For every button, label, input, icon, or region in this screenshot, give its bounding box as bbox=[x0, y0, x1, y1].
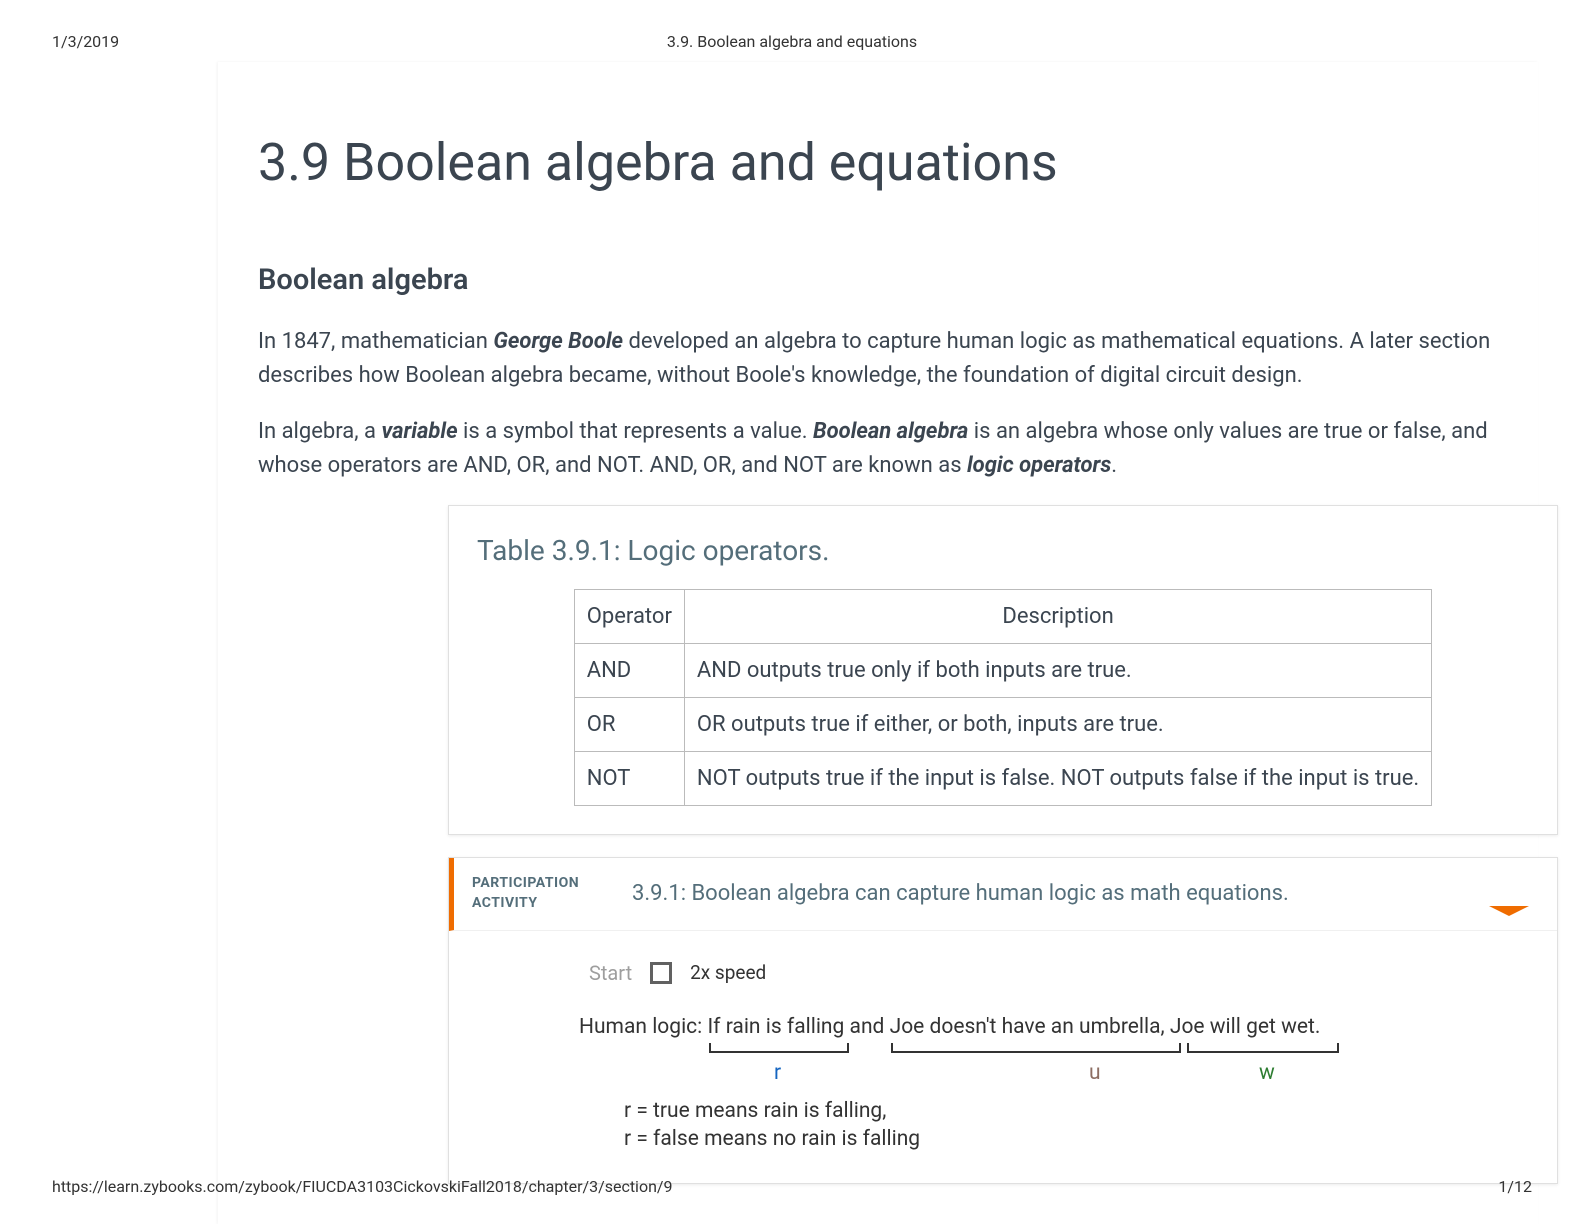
page-title: 3.9 Boolean algebra and equations bbox=[258, 132, 1498, 193]
speed-label: 2x speed bbox=[690, 961, 766, 984]
cell-description: OR outputs true if either, or both, inpu… bbox=[684, 698, 1431, 752]
table-row: OR OR outputs true if either, or both, i… bbox=[574, 698, 1431, 752]
print-doc-title: 3.9. Boolean algebra and equations bbox=[667, 32, 917, 51]
table-card: Table 3.9.1: Logic operators. Operator D… bbox=[448, 505, 1558, 835]
activity-label: PARTICIPATION ACTIVITY bbox=[472, 874, 602, 913]
logic-sentence: Human logic: If rain is falling and Joe … bbox=[579, 1015, 1517, 1039]
col-operator: Operator bbox=[574, 590, 684, 644]
content-card: 3.9 Boolean algebra and equations Boolea… bbox=[218, 62, 1538, 1224]
table-row: AND AND outputs true only if both inputs… bbox=[574, 644, 1431, 698]
text: ACTIVITY bbox=[472, 895, 538, 911]
cell-operator: AND bbox=[574, 644, 684, 698]
speed-checkbox[interactable] bbox=[650, 962, 672, 984]
activity-card: PARTICIPATION ACTIVITY 3.9.1: Boolean al… bbox=[448, 857, 1558, 1184]
paragraph-2: In algebra, a variable is a symbol that … bbox=[258, 415, 1498, 483]
section-heading: Boolean algebra bbox=[258, 263, 1498, 297]
bold-term: variable bbox=[381, 419, 457, 444]
activity-title: 3.9.1: Boolean algebra can capture human… bbox=[632, 881, 1289, 906]
table-header-row: Operator Description bbox=[574, 590, 1431, 644]
paragraph-1: In 1847, mathematician George Boole deve… bbox=[258, 325, 1498, 393]
text: In 1847, mathematician bbox=[258, 329, 493, 354]
cell-operator: NOT bbox=[574, 752, 684, 806]
bold-term: Boolean algebra bbox=[813, 419, 968, 444]
activity-header: PARTICIPATION ACTIVITY 3.9.1: Boolean al… bbox=[449, 858, 1557, 930]
text: is a symbol that represents a value. bbox=[458, 419, 813, 444]
variable-r: r bbox=[774, 1061, 781, 1085]
footer-page-number: 1/12 bbox=[1498, 1177, 1532, 1196]
logic-operators-table: Operator Description AND AND outputs tru… bbox=[574, 589, 1432, 806]
bracket-row bbox=[579, 1043, 1517, 1061]
def-line: r = true means rain is falling, bbox=[624, 1097, 1517, 1125]
text: . bbox=[1111, 453, 1117, 478]
def-line: r = false means no rain is falling bbox=[624, 1125, 1517, 1153]
text: In algebra, a bbox=[258, 419, 381, 444]
start-button[interactable]: Start bbox=[589, 961, 632, 985]
text: PARTICIPATION bbox=[472, 875, 579, 891]
variable-definitions: r = true means rain is falling, r = fals… bbox=[624, 1097, 1517, 1154]
bracket-r bbox=[709, 1043, 849, 1053]
bracket-w bbox=[1187, 1043, 1339, 1053]
table-caption: Table 3.9.1: Logic operators. bbox=[477, 534, 1529, 567]
variable-u: u bbox=[1089, 1061, 1101, 1085]
cell-operator: OR bbox=[574, 698, 684, 752]
variable-row: r u w bbox=[579, 1061, 1517, 1089]
table-row: NOT NOT outputs true if the input is fal… bbox=[574, 752, 1431, 806]
chevron-down-icon[interactable] bbox=[1489, 906, 1529, 916]
animation-controls: Start 2x speed bbox=[589, 961, 1517, 985]
bold-term: George Boole bbox=[493, 329, 623, 354]
variable-w: w bbox=[1259, 1061, 1275, 1085]
bold-term: logic operators bbox=[967, 453, 1111, 478]
cell-description: AND outputs true only if both inputs are… bbox=[684, 644, 1431, 698]
col-description: Description bbox=[684, 590, 1431, 644]
cell-description: NOT outputs true if the input is false. … bbox=[684, 752, 1431, 806]
activity-body: Start 2x speed Human logic: If rain is f… bbox=[449, 931, 1557, 1154]
print-date: 1/3/2019 bbox=[52, 32, 119, 51]
footer-url: https://learn.zybooks.com/zybook/FIUCDA3… bbox=[52, 1177, 673, 1196]
bracket-u bbox=[891, 1043, 1181, 1053]
